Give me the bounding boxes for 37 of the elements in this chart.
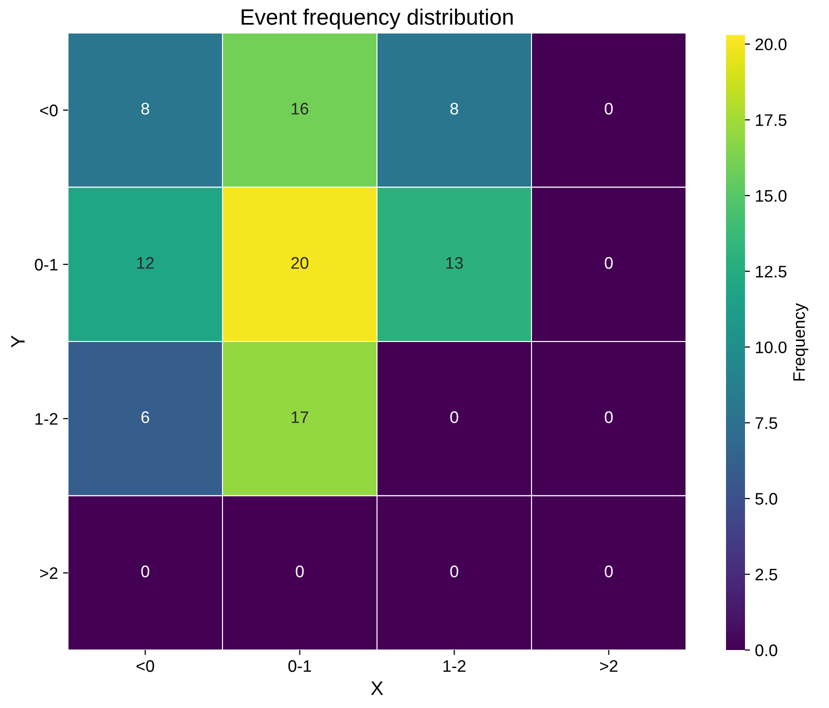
x-tick-label: 1-2	[443, 660, 466, 672]
data-label: 16	[292, 102, 308, 115]
data-label: 0	[296, 566, 304, 578]
x-tick-label: <0	[136, 660, 154, 672]
y-tick-label: 0-1	[34, 258, 58, 271]
data-label: 0	[141, 566, 150, 578]
data-label: 8	[450, 102, 458, 115]
color-bar-title: Frequency	[793, 303, 808, 380]
color-bar-label: 2.5	[756, 568, 778, 580]
color-bar-label: 5.0	[755, 492, 778, 505]
y-tick-label: <0	[40, 104, 58, 116]
color-bar-label: 15.0	[756, 190, 787, 202]
x-tick-label: 0-1	[288, 660, 311, 672]
color-bar-label: 7.5	[756, 417, 778, 429]
x-axis-title: X	[370, 682, 384, 695]
color-bar-label: 20.0	[756, 38, 787, 50]
data-label: 20	[291, 257, 308, 269]
data-label: 12	[137, 257, 154, 269]
data-label: 0	[450, 411, 458, 424]
chart-title: Event frequency distribution	[242, 8, 513, 30]
data-label: 13	[446, 257, 463, 269]
data-label: 0	[604, 257, 613, 269]
y-tick-label: 1-2	[35, 413, 58, 425]
data-label: 0	[450, 566, 458, 578]
data-label: 0	[604, 566, 613, 578]
data-label: 8	[141, 102, 150, 115]
color-bar-label: 0.0	[755, 644, 778, 656]
y-axis-title: Y	[11, 335, 25, 348]
data-label: 0	[604, 411, 613, 424]
data-label: 6	[141, 411, 150, 424]
color-bar-label: 12.5	[756, 266, 786, 278]
data-label: 0	[604, 102, 613, 115]
y-tick-label: >2	[40, 567, 58, 579]
color-bar-label: 17.5	[756, 114, 786, 126]
data-label: 17	[292, 411, 308, 423]
color-bar-label: 10.0	[756, 341, 787, 354]
x-tick-label: >2	[600, 660, 618, 672]
